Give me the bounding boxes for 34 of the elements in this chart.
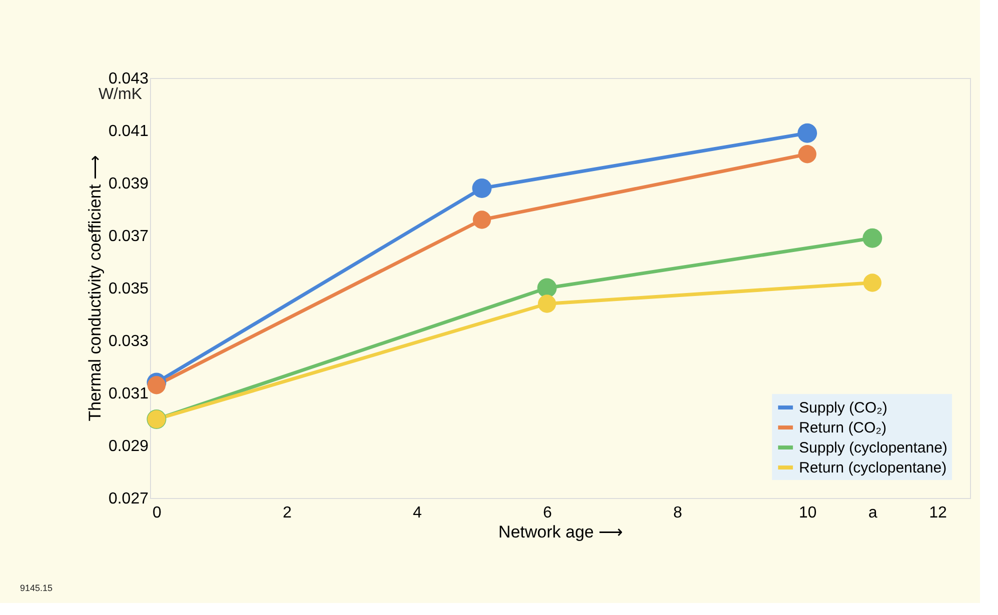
- x-tick-label: 0: [152, 504, 162, 522]
- y-tick-label: 0.035: [108, 280, 149, 298]
- x-tick-label: 10: [798, 504, 817, 522]
- y-tick-label: 0.037: [108, 228, 149, 245]
- point: [863, 274, 882, 292]
- y-tick-label: 0.031: [108, 386, 149, 402]
- y-tick-label: 0.033: [108, 333, 149, 350]
- legend-label: Return (cyclopentane): [799, 460, 947, 476]
- x-tick-label: a: [868, 504, 878, 522]
- text: W/mK: [98, 86, 142, 103]
- point: [798, 123, 818, 143]
- point: [538, 294, 556, 313]
- x-tick-label: 2: [282, 504, 292, 522]
- legend-label: Return (CO₂): [799, 420, 887, 436]
- legend-label: Supply (CO₂): [799, 400, 888, 416]
- x-tick-label: 4: [412, 504, 422, 522]
- text: 9145.15: [20, 583, 53, 593]
- y-tick-label: 0.041: [108, 123, 149, 140]
- point: [798, 145, 816, 164]
- point: [537, 278, 557, 298]
- y-tick-label: 0.043: [108, 70, 149, 88]
- x-axis-title: Network age ⟶: [498, 522, 623, 542]
- point: [472, 178, 492, 198]
- x-tick-label: 8: [673, 504, 682, 522]
- y-tick-label: 0.039: [108, 176, 149, 192]
- point: [147, 376, 166, 394]
- x-tick-label: 12: [929, 504, 947, 522]
- y-tick-label: 0.027: [108, 490, 149, 508]
- y-axis-title: Thermal conductivity coefficient ⟶: [85, 156, 104, 422]
- y-tick-label: 0.029: [108, 438, 149, 455]
- x-tick-label: 6: [543, 504, 552, 522]
- point: [472, 210, 491, 229]
- legend-label: Supply (cyclopentane): [799, 440, 948, 456]
- point: [862, 228, 882, 248]
